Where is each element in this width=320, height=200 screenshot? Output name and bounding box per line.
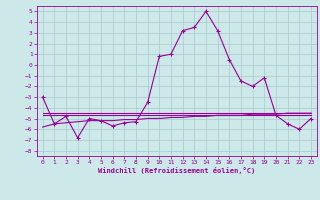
X-axis label: Windchill (Refroidissement éolien,°C): Windchill (Refroidissement éolien,°C) bbox=[98, 167, 255, 174]
